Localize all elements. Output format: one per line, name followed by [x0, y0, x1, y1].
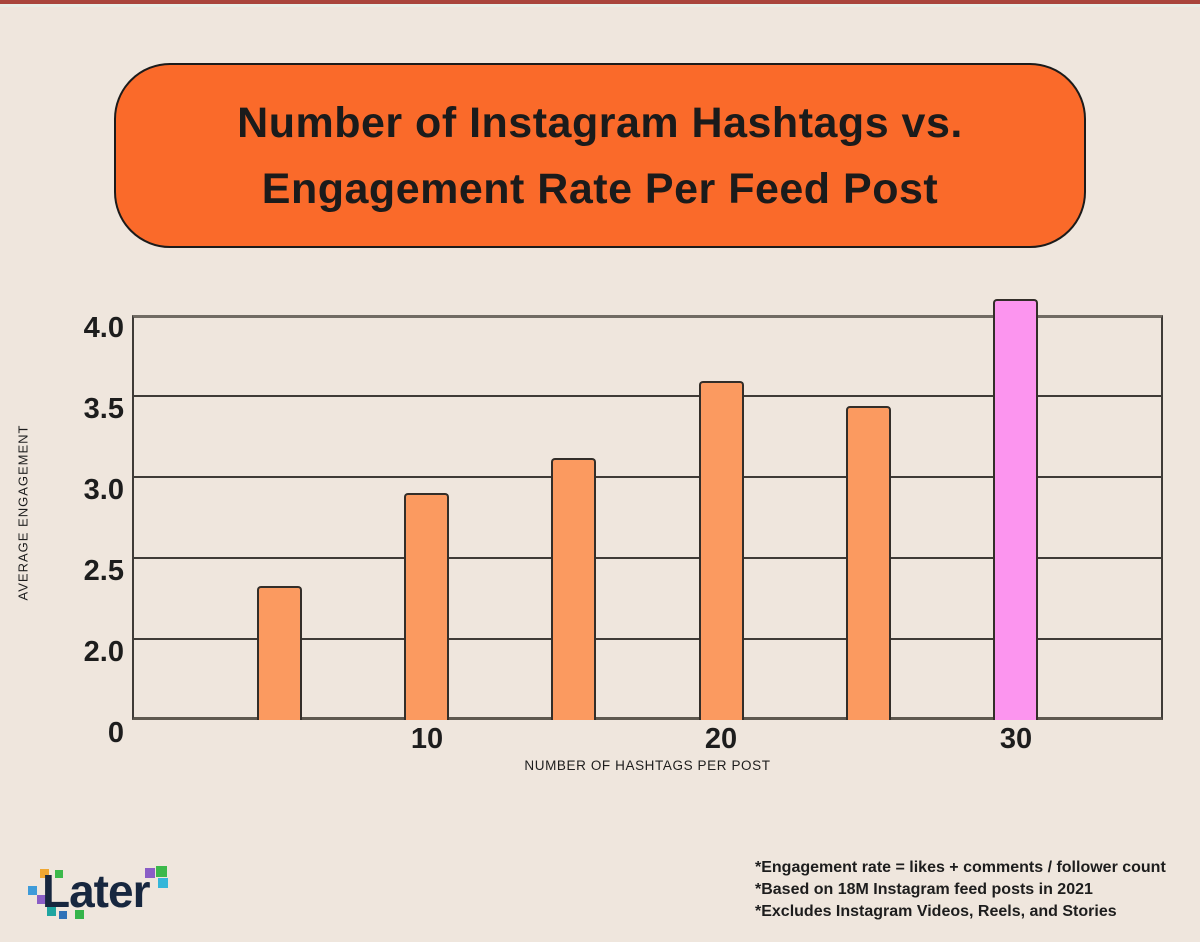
blue-left-square: [28, 886, 37, 895]
top-accent-strip-light: [0, 4, 1200, 7]
footnotes: *Engagement rate = likes + comments / fo…: [755, 857, 1175, 923]
y-tick-label-3.5: 3.5: [83, 393, 124, 425]
x-axis-title: NUMBER OF HASHTAGS PER POST: [524, 758, 771, 773]
y-tick-label-2.0: 2.0: [83, 636, 124, 668]
gridline-2.5: [132, 557, 1163, 559]
bar-10-hashtags: [404, 493, 449, 720]
bar-30-hashtags-highlighted: [993, 299, 1038, 720]
gridline-3.0: [132, 476, 1163, 478]
y-axis-title: AVERAGE ENGAGEMENT: [15, 424, 31, 601]
purple-left-square: [37, 895, 46, 904]
x-tick-label-20: 20: [704, 723, 738, 755]
later-logo: Later: [28, 856, 198, 926]
bar-5-hashtags: [257, 586, 302, 720]
y-tick-label-3.0: 3.0: [83, 474, 124, 506]
chart-title-line-2: Engagement Rate Per Feed Post: [261, 164, 939, 213]
footnote-sample-size: *Based on 18M Instagram feed posts in 20…: [755, 881, 1093, 898]
y-tick-label-4.0: 4.0: [83, 312, 124, 344]
purple-right-square: [145, 868, 155, 878]
chart-title-box: Number of Instagram Hashtags vs. Engagem…: [114, 63, 1086, 248]
top-accent-strip: [0, 0, 1200, 4]
y-tick-label-2.5: 2.5: [83, 555, 124, 587]
gridline-2.0: [132, 638, 1163, 640]
chart-title-line-1: Number of Instagram Hashtags vs.: [237, 98, 963, 147]
plot-area: [132, 315, 1163, 720]
gridline-3.5: [132, 395, 1163, 397]
y-tick-label-0: 0: [107, 717, 124, 749]
later-logo-wordmark: Later: [42, 865, 150, 917]
footnote-exclusions: *Excludes Instagram Videos, Reels, and S…: [755, 903, 1117, 920]
green-right-square: [156, 866, 167, 877]
amber-square: [40, 869, 49, 878]
green-bottom-square: [75, 910, 84, 919]
cyan-right-square: [158, 878, 168, 888]
green-top-square: [55, 870, 63, 878]
x-tick-label-30: 30: [999, 723, 1033, 755]
dark-blue-square: [59, 911, 67, 919]
footnote-engagement-definition: *Engagement rate = likes + comments / fo…: [755, 859, 1166, 876]
teal-square: [47, 907, 56, 916]
bar-25-hashtags: [846, 406, 891, 720]
bar-20-hashtags: [699, 381, 744, 720]
bar-15-hashtags: [551, 458, 596, 720]
x-tick-label-10: 10: [410, 723, 444, 755]
